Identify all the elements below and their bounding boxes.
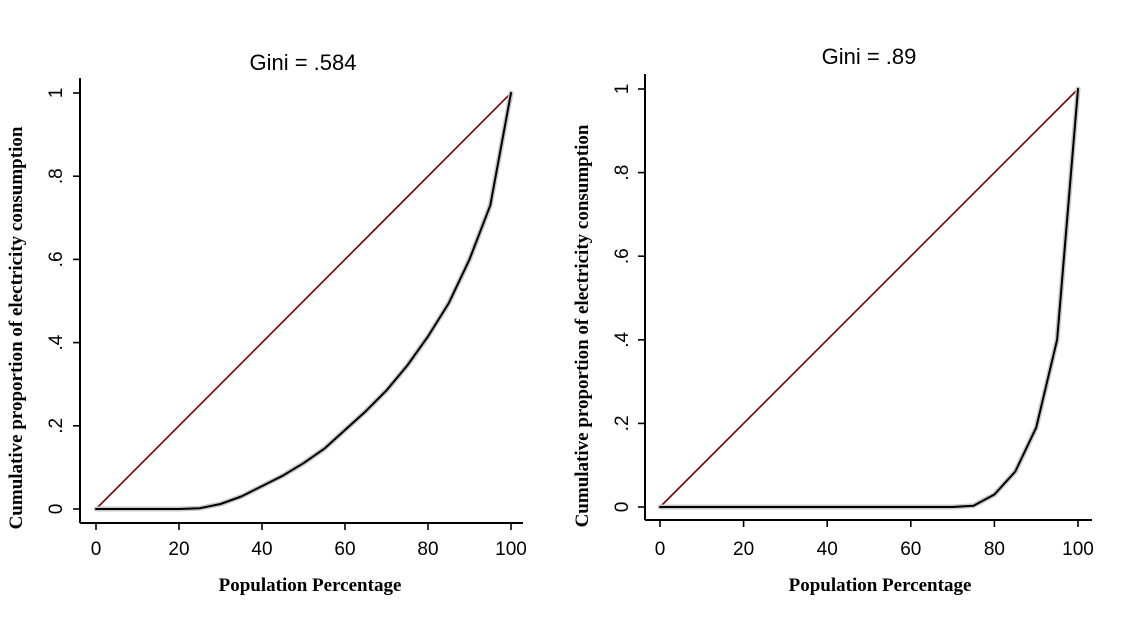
y-tick-label: .2	[612, 415, 633, 431]
x-tick-label: 0	[91, 539, 102, 560]
y-tick-label: 0	[46, 504, 67, 515]
y-tick-label: 0	[612, 502, 633, 513]
x-tick-label: 20	[733, 539, 754, 560]
x-tick-label: 100	[1062, 539, 1094, 560]
x-axis-label-2: Population Percentage	[789, 575, 972, 596]
equality-line-1	[95, 92, 512, 510]
chart-title-2: Gini = .89	[822, 44, 917, 69]
y-tick-label: 1	[46, 88, 67, 99]
x-tick-label: 0	[655, 539, 666, 560]
x-tick-label: 80	[417, 539, 438, 560]
y-tick-label: .2	[46, 418, 67, 434]
y-tick-label: .8	[46, 168, 67, 184]
y-tick-label: 1	[612, 84, 633, 95]
x-tick-label: 80	[984, 539, 1005, 560]
y-tick-label: .6	[612, 248, 633, 264]
x-tick-label: 40	[251, 539, 272, 560]
y-axis-label-1: Cumulative proportion of electricity con…	[6, 126, 27, 529]
x-tick-label: 100	[495, 539, 527, 560]
y-tick-label: .4	[612, 331, 633, 347]
lorenz-curve-2	[659, 88, 1079, 508]
y-tick-label: .6	[46, 251, 67, 267]
x-tick-label: 60	[334, 539, 355, 560]
x-tick-label: 60	[900, 539, 921, 560]
y-tick-label: .4	[46, 334, 67, 350]
y-tick-label: .8	[612, 165, 633, 181]
equality-line-2	[659, 88, 1079, 508]
lorenz-curve-1	[95, 92, 512, 510]
y-axis-label-2: Cumulative proportion of electricity con…	[572, 124, 593, 527]
x-axis-label-1: Population Percentage	[219, 575, 402, 596]
x-tick-label: 20	[168, 539, 189, 560]
chart-title-1: Gini = .584	[249, 50, 356, 75]
x-tick-label: 40	[817, 539, 838, 560]
